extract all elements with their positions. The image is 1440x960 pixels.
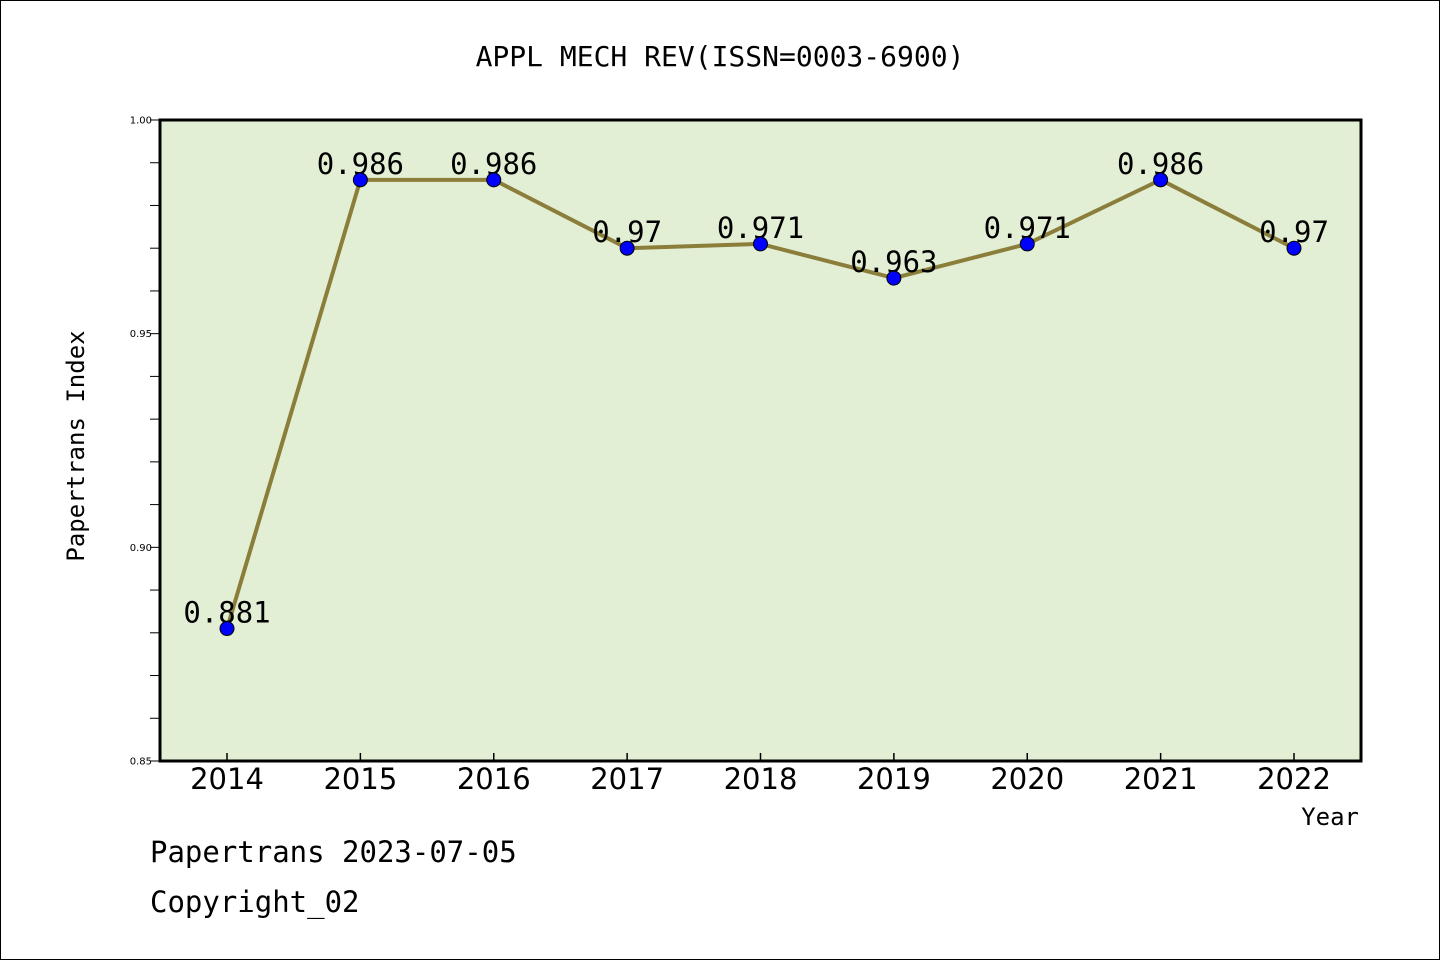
data-point [219,621,235,637]
footer-copyright: Copyright_02 [150,885,360,919]
data-point [886,270,902,286]
y-axis-label: Papertrans Index [62,330,90,561]
y-tick-label: 0.95 [130,329,152,340]
x-tick-label: 2017 [590,762,664,796]
plot-area [160,120,1361,761]
y-tick-label: 1.00 [130,116,152,127]
data-point [1019,236,1035,252]
plot-border [158,118,1363,763]
x-tick-label: 2021 [1124,762,1198,796]
x-axis-label: Year [1301,803,1359,831]
data-point [1286,240,1302,256]
x-tick-label: 2014 [190,762,264,796]
y-axis: 0.85 0.90 0.95 1.00 [130,116,160,768]
x-tick-label: 2020 [990,762,1064,796]
data-point [352,172,368,188]
x-tick-label: 2018 [724,762,798,796]
x-tick-label: 2022 [1257,762,1331,796]
data-point [486,172,502,188]
x-axis: 2014 2015 2016 2017 2018 2019 2020 2021 2022 [190,753,1331,796]
x-tick-label: 2015 [323,762,397,796]
data-point [753,236,768,252]
x-tick-label: 2019 [857,762,931,796]
data-point [619,240,635,256]
chart-title: APPL MECH REV(ISSN=0003-6900) [476,40,965,73]
footer-date: Papertrans 2023-07-05 [150,835,517,869]
x-tick-label: 2016 [457,762,531,796]
data-point [1153,172,1169,188]
y-tick-label: 0.85 [130,757,152,768]
y-tick-label: 0.90 [130,543,152,554]
